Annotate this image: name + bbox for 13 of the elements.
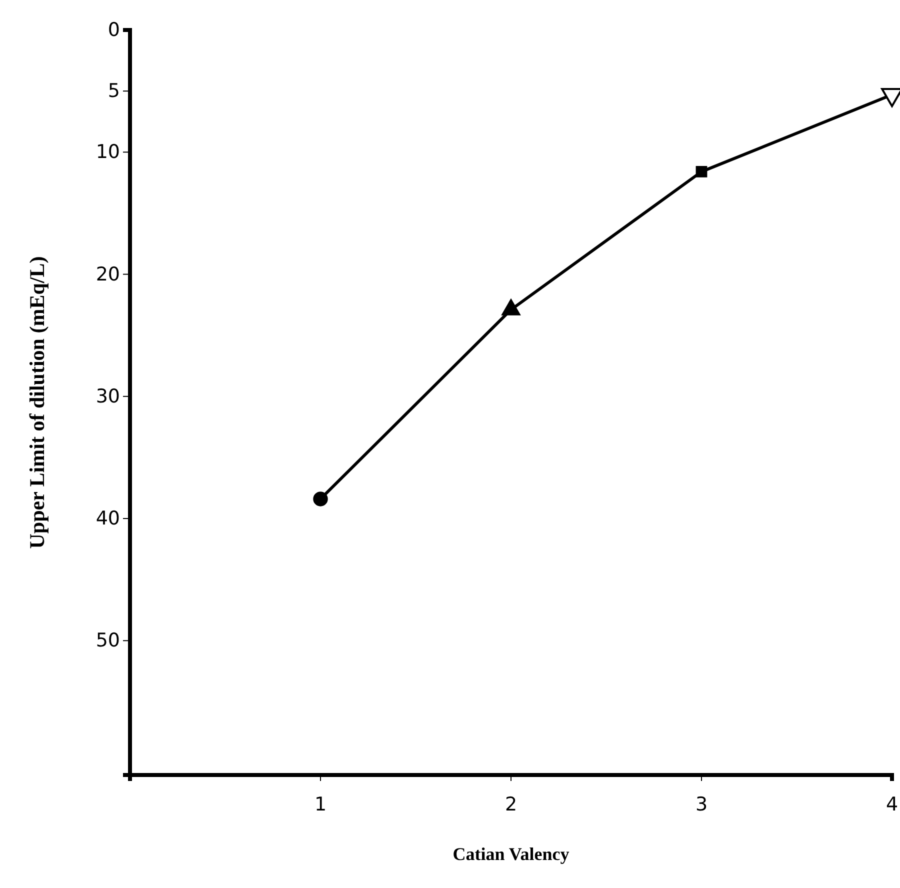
- y-tick-label: 5: [108, 80, 120, 102]
- y-axis-title: Upper Limit of dilution (mEq/L): [25, 256, 49, 549]
- x-tick-label: 4: [886, 794, 898, 816]
- y-tick-label: 50: [96, 630, 120, 652]
- x-axis-title: Catian Valency: [452, 844, 570, 864]
- y-tick-label: 20: [96, 263, 120, 286]
- y-tick-label: 0: [108, 19, 120, 42]
- x-tick-label: 3: [695, 794, 708, 816]
- y-tick-label: 30: [96, 385, 120, 408]
- x-tick-label: 2: [504, 794, 518, 816]
- x-tick-label: 1: [314, 794, 327, 816]
- y-tick-label: 40: [96, 508, 120, 530]
- y-tick-label: 10: [96, 141, 120, 164]
